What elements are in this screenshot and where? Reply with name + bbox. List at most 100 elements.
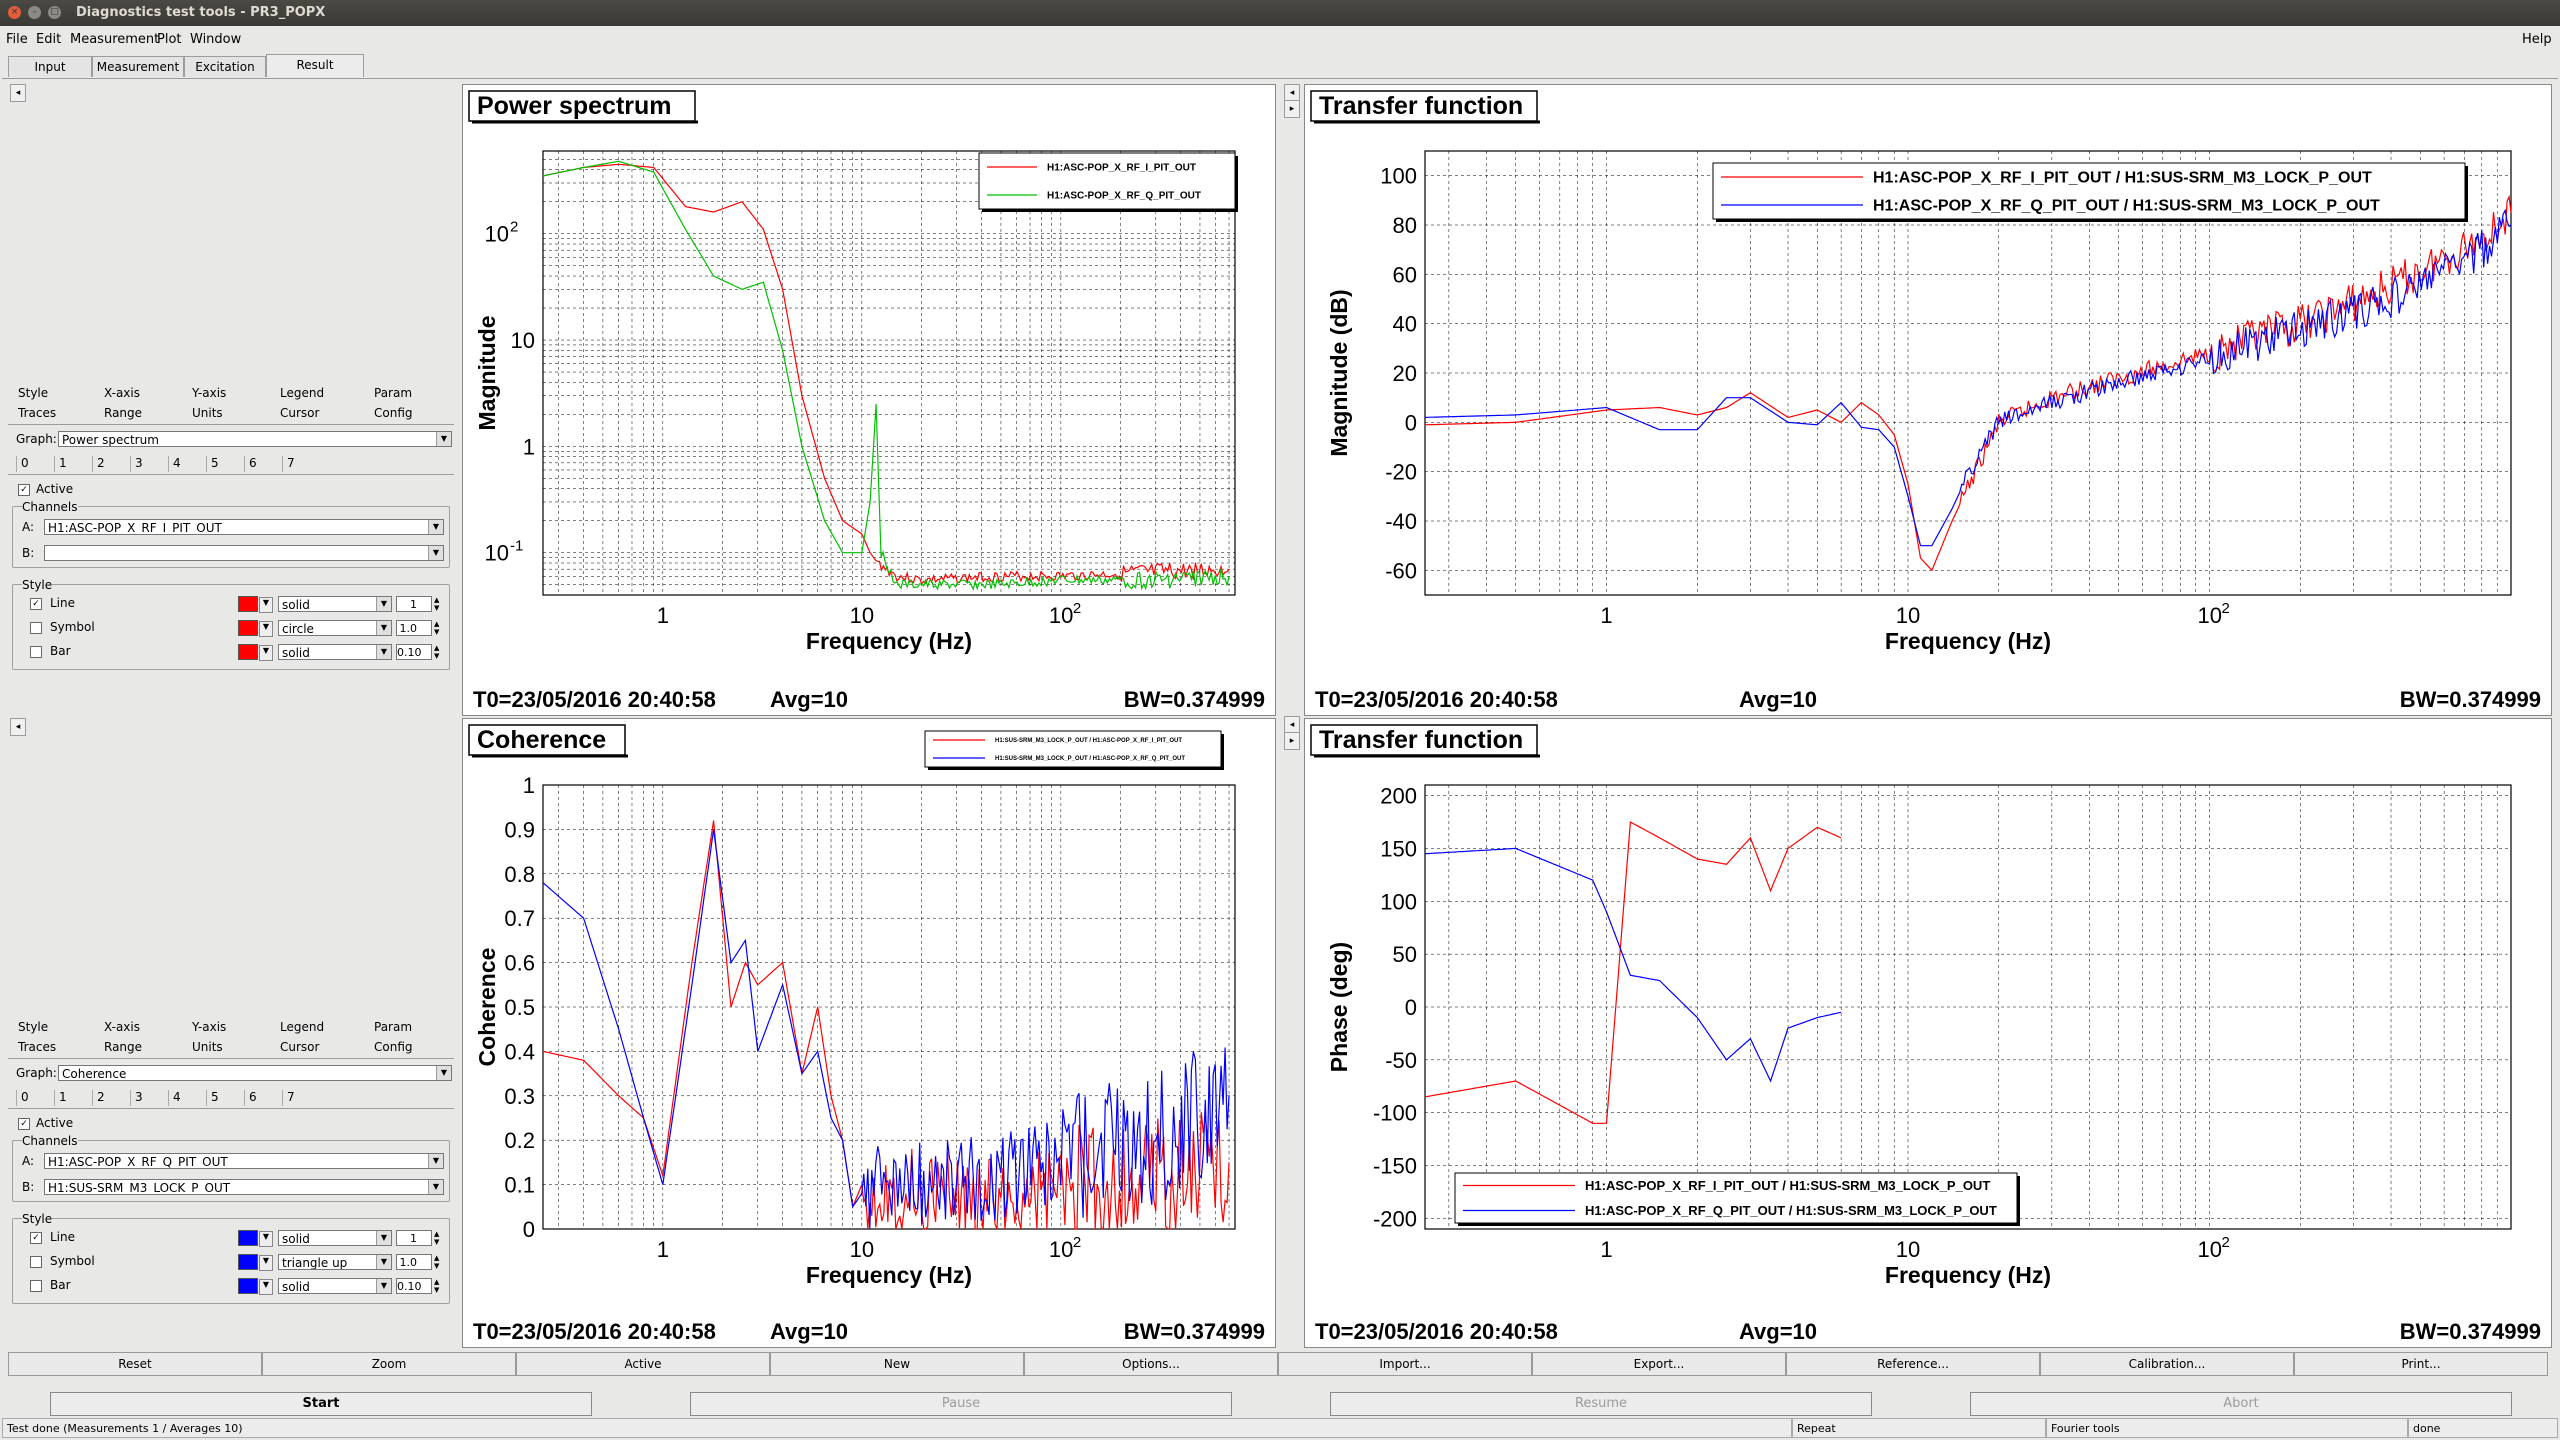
trace-tab-7[interactable]: 7 — [282, 1090, 318, 1106]
symbol-size-input[interactable]: 1.0 — [396, 620, 432, 636]
panel-tab-xaxis[interactable]: X-axis — [104, 1020, 140, 1034]
bar-color-swatch[interactable] — [238, 1278, 258, 1294]
new-button[interactable]: New — [770, 1352, 1024, 1376]
scroll-left-icon-2[interactable]: ◂ — [10, 718, 26, 736]
transfer-magnitude-pad[interactable]: Transfer function 1 10 10 2 -60 -40 -20 0 20 40 60 8… — [1304, 84, 2552, 716]
trace-tab-4[interactable]: 4 — [168, 1090, 204, 1106]
transfer-phase-pad[interactable]: Transfer function 1 10 10 2 -200 -150 -100 -50 0 5… — [1304, 718, 2552, 1348]
bar-checkbox[interactable] — [30, 646, 42, 658]
menu-edit[interactable]: Edit — [36, 32, 62, 47]
panel-tab-yaxis[interactable]: Y-axis — [192, 386, 227, 400]
panel-tab-xaxis[interactable]: X-axis — [104, 386, 140, 400]
channel-b-select[interactable]: ▼ — [44, 545, 444, 561]
bar-checkbox[interactable] — [30, 1280, 42, 1292]
graph-select[interactable]: Power spectrum ▼ — [58, 431, 452, 447]
line-style-select[interactable]: solid ▼ — [278, 1230, 392, 1246]
tab-measurement[interactable]: Measurement — [92, 56, 184, 77]
resume-button[interactable]: Resume — [1330, 1392, 1872, 1416]
reset-button[interactable]: Reset — [8, 1352, 262, 1376]
panel-tab-legend[interactable]: Legend — [280, 1020, 325, 1034]
panel-tab-traces[interactable]: Traces — [18, 1040, 57, 1054]
trace-tab-2[interactable]: 2 — [92, 456, 128, 472]
line-style-select[interactable]: solid ▼ — [278, 596, 392, 612]
channel-b-select[interactable]: H1:SUS-SRM_M3_LOCK_P_OUT ▼ — [44, 1179, 444, 1195]
trace-tab-4[interactable]: 4 — [168, 456, 204, 472]
line-checkbox[interactable]: ✓ — [30, 598, 42, 610]
options-button[interactable]: Options... — [1024, 1352, 1278, 1376]
trace-tab-1[interactable]: 1 — [54, 456, 90, 472]
panel-tab-legend[interactable]: Legend — [280, 386, 325, 400]
trace-tab-6[interactable]: 6 — [244, 1090, 280, 1106]
panel-tab-units[interactable]: Units — [192, 1040, 223, 1054]
symbol-style-select[interactable]: triangle up ▼ — [278, 1254, 392, 1270]
maximize-icon[interactable]: □ — [48, 6, 61, 19]
menu-file[interactable]: File — [6, 32, 28, 47]
spinner-icon[interactable]: ▲ ▼ — [434, 620, 440, 636]
line-size-input[interactable]: 1 — [396, 1230, 432, 1246]
menu-plot[interactable]: Plot — [157, 32, 182, 47]
calibration-button[interactable]: Calibration... — [2040, 1352, 2294, 1376]
panel-tab-param[interactable]: Param — [374, 1020, 413, 1034]
trace-tab-0[interactable]: 0 — [16, 1090, 52, 1106]
zoom-button[interactable]: Zoom — [262, 1352, 516, 1376]
panel-tab-config[interactable]: Config — [374, 406, 413, 420]
symbol-color-swatch[interactable] — [238, 620, 258, 636]
panel-tab-range[interactable]: Range — [104, 406, 143, 420]
trace-tab-6[interactable]: 6 — [244, 456, 280, 472]
spinner-icon[interactable]: ▲ ▼ — [434, 1278, 440, 1294]
close-icon[interactable]: × — [8, 6, 21, 19]
spinner-icon[interactable]: ▲ ▼ — [434, 1254, 440, 1270]
menu-window[interactable]: Window — [190, 32, 242, 47]
export-button[interactable]: Export... — [1532, 1352, 1786, 1376]
minimize-icon[interactable]: – — [28, 6, 41, 19]
menu-measurement[interactable]: Measurement — [70, 32, 160, 47]
panel-tab-units[interactable]: Units — [192, 406, 223, 420]
line-color-swatch[interactable] — [238, 1230, 258, 1246]
trace-tab-5[interactable]: 5 — [206, 456, 242, 472]
trace-tab-1[interactable]: 1 — [54, 1090, 90, 1106]
panel-tab-range[interactable]: Range — [104, 1040, 143, 1054]
panel-tab-cursor[interactable]: Cursor — [280, 406, 320, 420]
menu-help[interactable]: Help — [2522, 32, 2552, 47]
panel-tab-yaxis[interactable]: Y-axis — [192, 1020, 227, 1034]
trace-tab-2[interactable]: 2 — [92, 1090, 128, 1106]
bar-style-select[interactable]: solid ▼ — [278, 644, 392, 660]
spinner-icon[interactable]: ▲ ▼ — [434, 644, 440, 660]
chevron-down-icon[interactable]: ▼ — [259, 1255, 273, 1271]
line-checkbox[interactable]: ✓ — [30, 1232, 42, 1244]
spinner-icon[interactable]: ▲ ▼ — [434, 1230, 440, 1246]
active-button[interactable]: Active — [516, 1352, 770, 1376]
channel-a-select[interactable]: H1:ASC-POP_X_RF_Q_PIT_OUT ▼ — [44, 1153, 444, 1169]
chevron-down-icon[interactable]: ▼ — [259, 621, 273, 637]
splitter-arrow-right-icon-2[interactable]: ▸ — [1284, 732, 1300, 750]
trace-tab-0[interactable]: 0 — [16, 456, 52, 472]
bar-size-input[interactable]: 0.10 — [396, 644, 432, 660]
panel-tab-config[interactable]: Config — [374, 1040, 413, 1054]
line-color-swatch[interactable] — [238, 596, 258, 612]
symbol-checkbox[interactable] — [30, 1256, 42, 1268]
reference-button[interactable]: Reference... — [1786, 1352, 2040, 1376]
symbol-color-swatch[interactable] — [238, 1254, 258, 1270]
panel-tab-traces[interactable]: Traces — [18, 406, 57, 420]
trace-tab-7[interactable]: 7 — [282, 456, 318, 472]
chevron-down-icon[interactable]: ▼ — [259, 1231, 273, 1247]
chevron-down-icon[interactable]: ▼ — [259, 597, 273, 613]
splitter-arrow-right-icon[interactable]: ▸ — [1284, 100, 1300, 118]
channel-a-select[interactable]: H1:ASC-POP_X_RF_I_PIT_OUT ▼ — [44, 519, 444, 535]
symbol-checkbox[interactable] — [30, 622, 42, 634]
coherence-pad[interactable]: Coherence 1 10 10 2 0 0.1 0.2 0.3 0.4 0.5 0.6 0.7 0.8… — [462, 718, 1276, 1348]
tab-excitation[interactable]: Excitation — [184, 56, 266, 77]
symbol-style-select[interactable]: circle ▼ — [278, 620, 392, 636]
panel-tab-style[interactable]: Style — [18, 1020, 49, 1034]
spinner-icon[interactable]: ▲ ▼ — [434, 596, 440, 612]
import-button[interactable]: Import... — [1278, 1352, 1532, 1376]
bar-style-select[interactable]: solid ▼ — [278, 1278, 392, 1294]
chevron-down-icon[interactable]: ▼ — [259, 1279, 273, 1295]
panel-tab-cursor[interactable]: Cursor — [280, 1040, 320, 1054]
pause-button[interactable]: Pause — [690, 1392, 1232, 1416]
graph-select[interactable]: Coherence ▼ — [58, 1065, 452, 1081]
active-checkbox[interactable]: ✓ — [18, 1118, 30, 1130]
scroll-left-icon[interactable]: ◂ — [10, 84, 26, 102]
print-button[interactable]: Print... — [2294, 1352, 2548, 1376]
abort-button[interactable]: Abort — [1970, 1392, 2512, 1416]
